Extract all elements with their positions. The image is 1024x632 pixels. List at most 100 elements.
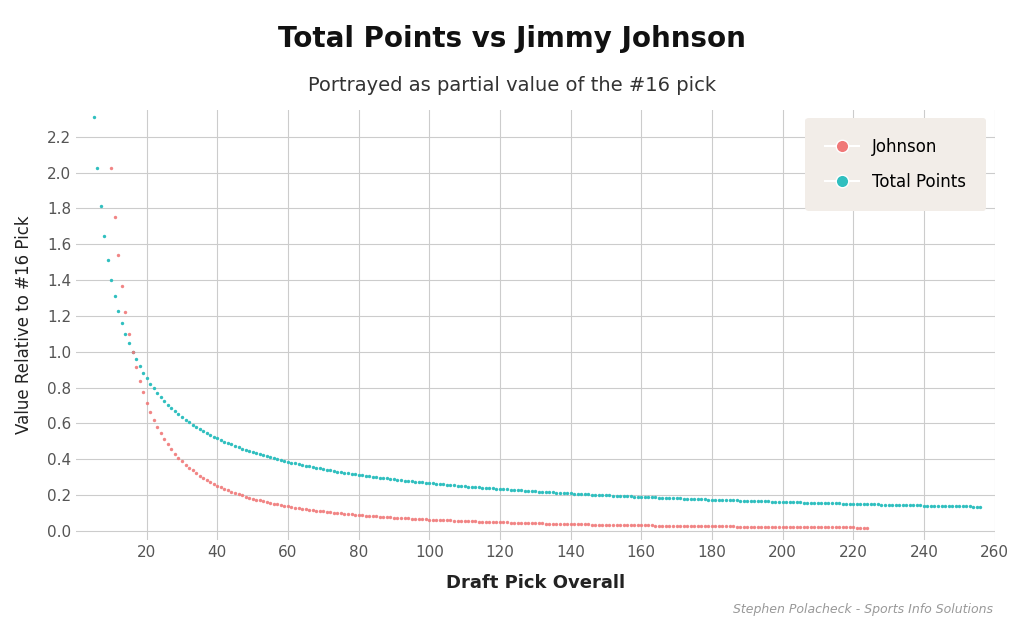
Point: [457, 516, 473, 526]
Point: [813, 498, 829, 508]
Point: [513, 518, 529, 528]
Point: [637, 520, 653, 530]
Point: [379, 473, 395, 483]
Point: [827, 499, 844, 509]
Point: [647, 521, 664, 531]
Point: [803, 497, 819, 507]
Point: [923, 501, 939, 511]
Point: [912, 501, 929, 511]
Point: [835, 499, 851, 509]
Point: [488, 483, 505, 494]
Point: [174, 412, 190, 422]
Point: [191, 471, 208, 481]
Point: [160, 399, 176, 410]
Point: [516, 485, 532, 495]
Point: [555, 519, 571, 529]
Point: [111, 250, 127, 260]
Point: [262, 498, 279, 508]
Point: [693, 521, 710, 531]
Point: [142, 379, 159, 389]
Point: [584, 489, 600, 499]
Point: [354, 510, 371, 520]
Point: [245, 447, 261, 457]
Point: [226, 488, 243, 498]
Point: [898, 500, 914, 510]
Point: [732, 495, 749, 506]
Point: [962, 501, 978, 511]
Point: [184, 465, 201, 475]
Point: [220, 485, 237, 495]
Point: [382, 474, 398, 484]
Point: [340, 468, 356, 478]
Point: [559, 519, 575, 529]
Point: [788, 497, 805, 507]
Point: [425, 514, 441, 525]
Point: [291, 503, 307, 513]
Point: [156, 396, 172, 406]
Point: [862, 499, 879, 509]
Point: [488, 517, 505, 527]
Point: [806, 498, 822, 508]
Point: [400, 476, 417, 486]
Point: [569, 519, 586, 529]
Point: [453, 516, 469, 526]
Point: [106, 291, 123, 301]
Point: [788, 522, 805, 532]
Point: [760, 522, 776, 532]
Point: [601, 490, 617, 501]
Point: [294, 460, 310, 470]
Legend: Johnson, Total Points: Johnson, Total Points: [806, 118, 986, 211]
Point: [248, 494, 264, 504]
Point: [817, 498, 834, 508]
Point: [206, 479, 222, 489]
Point: [442, 480, 459, 490]
Point: [750, 496, 766, 506]
Point: [96, 19, 113, 29]
Point: [202, 477, 218, 487]
Point: [503, 518, 519, 528]
Point: [216, 484, 232, 494]
Point: [318, 507, 335, 517]
Point: [484, 517, 501, 527]
Point: [396, 513, 413, 523]
Point: [842, 523, 858, 533]
Point: [453, 481, 469, 491]
Point: [481, 517, 498, 527]
Point: [721, 495, 737, 506]
Point: [530, 518, 547, 528]
Point: [124, 347, 140, 357]
Point: [368, 472, 384, 482]
Point: [421, 478, 437, 488]
Point: [350, 510, 367, 520]
Point: [535, 487, 551, 497]
Point: [969, 502, 985, 512]
Point: [774, 522, 791, 532]
Point: [304, 505, 321, 515]
Point: [160, 439, 176, 449]
Point: [703, 495, 720, 505]
Point: [284, 502, 300, 512]
Point: [184, 420, 201, 430]
Point: [457, 481, 473, 491]
Point: [280, 457, 296, 467]
Point: [757, 522, 773, 532]
Point: [435, 515, 452, 525]
Point: [665, 521, 681, 531]
Point: [318, 465, 335, 475]
Point: [838, 499, 854, 509]
Point: [746, 521, 763, 532]
Point: [739, 521, 756, 532]
Point: [799, 497, 815, 507]
Point: [753, 496, 769, 506]
Point: [644, 492, 660, 502]
Point: [167, 449, 183, 459]
Point: [672, 494, 688, 504]
Point: [262, 453, 279, 463]
X-axis label: Draft Pick Overall: Draft Pick Overall: [445, 574, 625, 592]
Point: [509, 518, 525, 528]
Point: [626, 520, 642, 530]
Point: [170, 453, 186, 463]
Point: [527, 486, 544, 496]
Point: [830, 522, 847, 532]
Point: [272, 455, 289, 465]
